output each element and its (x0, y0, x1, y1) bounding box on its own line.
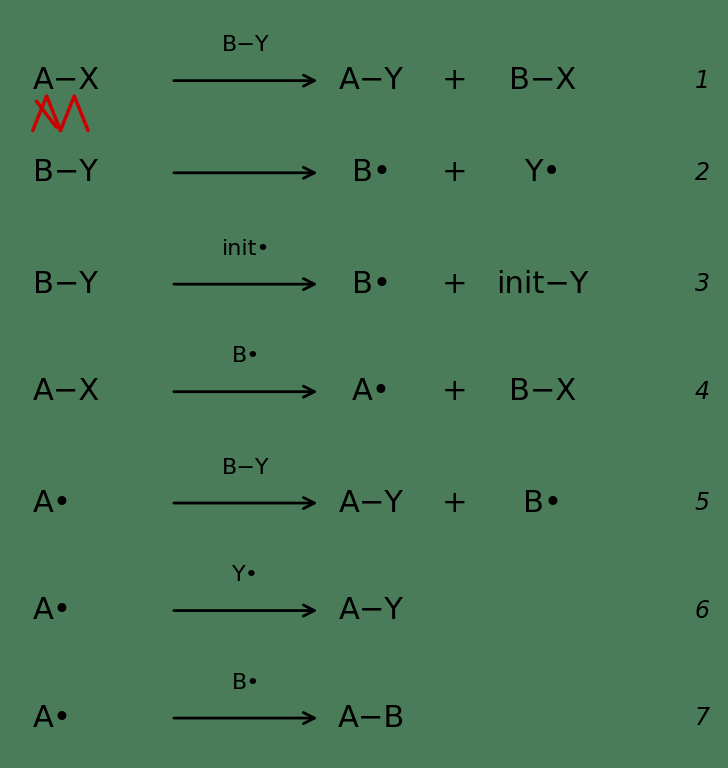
Text: A−Y: A−Y (339, 596, 404, 625)
Text: A−Y: A−Y (339, 66, 404, 95)
Text: +: + (442, 488, 468, 518)
Text: B•: B• (352, 158, 391, 187)
Text: init−Y: init−Y (496, 270, 588, 299)
Text: A−Y: A−Y (339, 488, 404, 518)
Text: 1: 1 (695, 68, 710, 93)
Text: 2: 2 (695, 161, 710, 185)
Text: A•: A• (33, 703, 72, 733)
Text: B•: B• (352, 270, 391, 299)
Text: A•: A• (33, 596, 72, 625)
Text: B•: B• (232, 673, 260, 693)
Text: B−Y: B−Y (222, 35, 269, 55)
Text: 6: 6 (695, 598, 710, 623)
Text: B−Y: B−Y (33, 158, 98, 187)
Text: B−X: B−X (509, 66, 576, 95)
Text: A−B: A−B (338, 703, 405, 733)
Text: B−Y: B−Y (222, 458, 269, 478)
Text: Y•: Y• (524, 158, 561, 187)
Text: B−X: B−X (509, 377, 576, 406)
Text: 5: 5 (695, 491, 710, 515)
Text: 3: 3 (695, 272, 710, 296)
Text: 4: 4 (695, 379, 710, 404)
Text: B•: B• (523, 488, 562, 518)
Text: +: + (442, 377, 468, 406)
Text: B−Y: B−Y (33, 270, 98, 299)
Text: init•: init• (221, 239, 270, 259)
Text: +: + (442, 66, 468, 95)
Text: Y•: Y• (232, 565, 259, 585)
Text: 7: 7 (695, 706, 710, 730)
Text: A•: A• (33, 488, 72, 518)
Text: +: + (442, 158, 468, 187)
Text: B•: B• (232, 346, 260, 366)
Text: A−X: A−X (33, 377, 100, 406)
Text: A•: A• (352, 377, 391, 406)
Text: +: + (442, 270, 468, 299)
Text: A−X: A−X (33, 66, 100, 95)
